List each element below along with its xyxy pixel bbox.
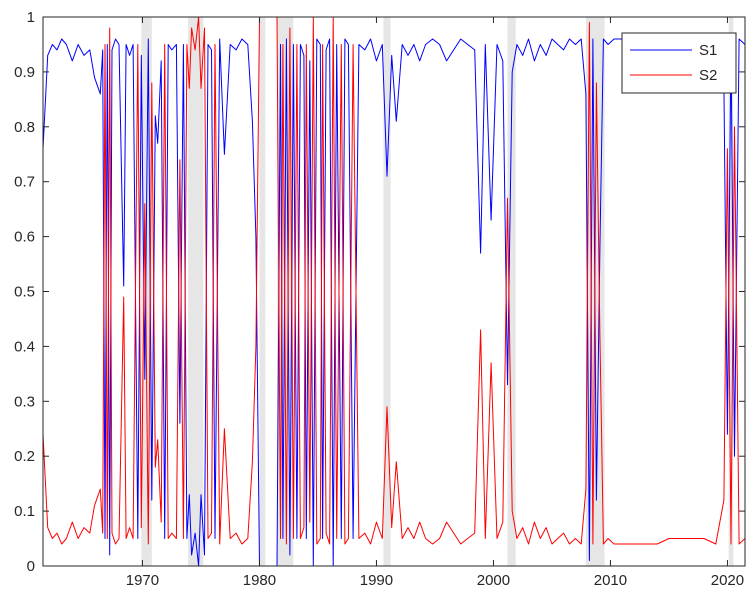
shaded-period-1 (188, 17, 204, 566)
x-tick-label: 2000 (477, 572, 510, 589)
y-tick-label: 0.5 (14, 284, 35, 301)
x-tick-label: 1970 (126, 572, 159, 589)
shaded-period-5 (507, 17, 516, 566)
y-tick-label: 0.1 (14, 503, 35, 520)
x-tick-label: 1990 (360, 572, 393, 589)
legend-label-s1: S1 (699, 42, 717, 59)
y-tick-label: 1 (27, 9, 35, 26)
shaded-periods (141, 17, 734, 566)
series-line-s1 (42, 38, 746, 567)
shaded-period-3 (277, 17, 294, 566)
x-tick-label: 1980 (243, 572, 276, 589)
y-tick-label: 0.4 (14, 338, 35, 355)
y-tick-label: 0.9 (14, 64, 35, 81)
y-axis-ticks: 0 0.1 0.2 0.3 0.4 0.5 0.6 0.7 0.8 0.9 1 (14, 9, 745, 575)
y-tick-label: 0 (27, 558, 35, 575)
shaded-period-4 (383, 17, 391, 566)
y-tick-label: 0.3 (14, 393, 35, 410)
series-lines (42, 16, 746, 567)
x-axis-ticks: 1970 1980 1990 2000 2010 2020 (126, 17, 744, 589)
y-tick-label: 0.2 (14, 448, 35, 465)
x-tick-label: 2010 (594, 572, 627, 589)
shaded-period-0 (141, 17, 152, 566)
series-line-s2 (42, 16, 746, 545)
shaded-period-2 (259, 17, 266, 566)
shaded-period-7 (728, 17, 734, 566)
legend-box (621, 32, 737, 94)
y-tick-label: 0.8 (14, 119, 35, 136)
x-tick-label: 2020 (711, 572, 744, 589)
y-tick-label: 0.7 (14, 174, 35, 191)
legend-label-s2: S2 (699, 67, 717, 84)
y-tick-label: 0.6 (14, 229, 35, 246)
